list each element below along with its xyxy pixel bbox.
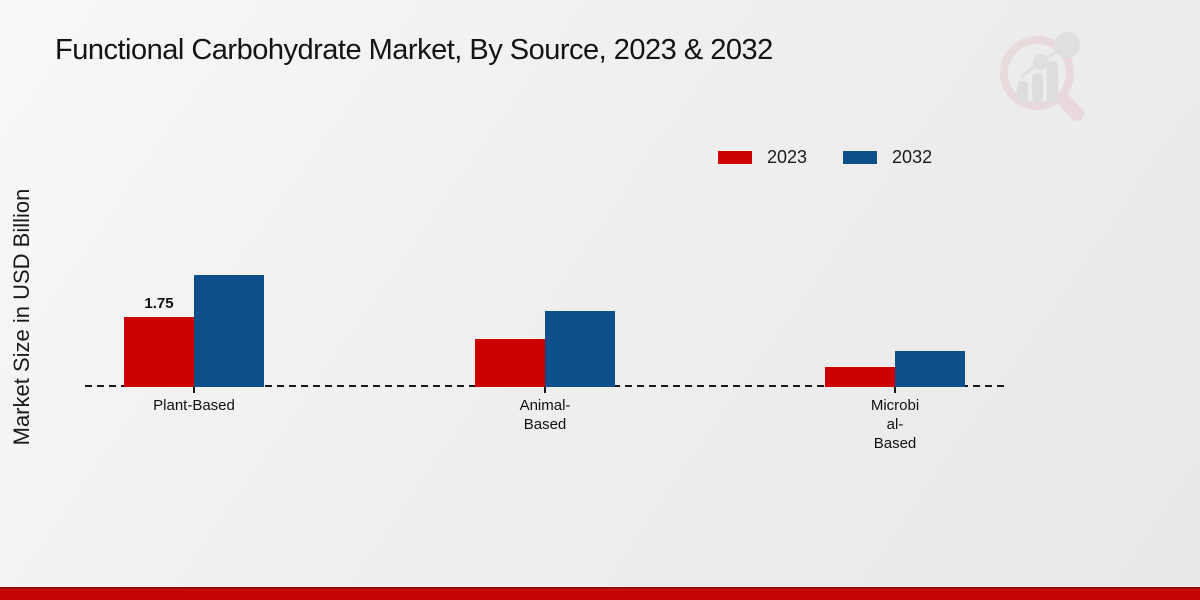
bar-2032-Animal-Based <box>545 311 615 387</box>
legend-swatch-2032 <box>843 151 878 164</box>
legend: 2023 2032 <box>718 147 968 168</box>
legend-swatch-2023 <box>718 151 752 164</box>
bar-2023-Animal-Based <box>475 339 545 387</box>
value-label-2023-Plant-Based: 1.75 <box>144 295 174 312</box>
legend-label-2023: 2023 <box>767 147 808 167</box>
x-tick-Plant-Based <box>193 387 195 393</box>
legend-item-2032: 2032 <box>843 147 932 168</box>
legend-item-2023: 2023 <box>718 147 807 168</box>
chart-title: Functional Carbohydrate Market, By Sourc… <box>55 34 773 66</box>
bar-2023-Plant-Based <box>124 317 194 387</box>
bar-2032-Plant-Based <box>194 275 264 387</box>
x-tick-label-Microbial-Based: Microbi al- Based <box>870 397 920 452</box>
x-tick-Microbial-Based <box>894 387 896 393</box>
bar-2023-Microbial-Based <box>825 367 895 387</box>
legend-label-2032: 2032 <box>892 147 933 167</box>
x-tick-label-Animal-Based: Animal- Based <box>519 397 571 433</box>
x-tick-Animal-Based <box>544 387 546 393</box>
bar-2032-Microbial-Based <box>895 351 965 387</box>
market-research-magnifier-logo <box>1000 32 1084 121</box>
footer-accent-band <box>0 587 1200 600</box>
x-tick-label-Plant-Based: Plant-Based <box>153 397 235 414</box>
